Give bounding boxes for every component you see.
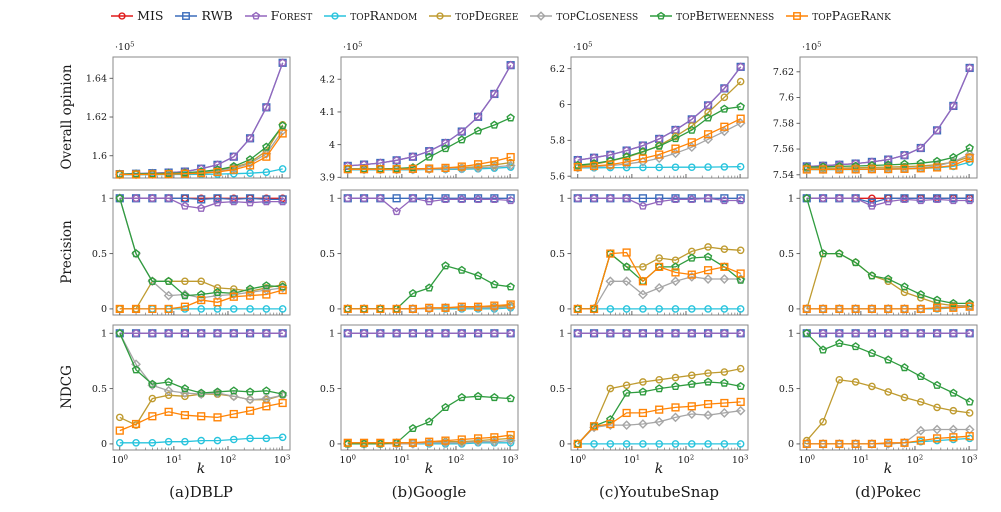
legend-label: MIS — [137, 8, 164, 23]
legend-item-rwb: RWB — [174, 8, 233, 23]
svg-text:103: 103 — [274, 453, 290, 466]
svg-text:0: 0 — [101, 439, 107, 450]
x-axis-label: k — [883, 461, 893, 477]
legend-item-toppagerank: topPageRank — [785, 8, 891, 23]
svg-text:0: 0 — [559, 304, 565, 315]
svg-text:100: 100 — [799, 453, 815, 466]
svg-text:7.58: 7.58 — [773, 118, 794, 129]
svg-text:0: 0 — [329, 304, 335, 315]
svg-text:7.62: 7.62 — [773, 67, 794, 78]
legend-item-forest: Forest — [244, 8, 313, 23]
svg-text:4.1: 4.1 — [320, 107, 335, 118]
svg-text:1.6: 1.6 — [92, 151, 107, 162]
legend-label: RWB — [201, 8, 233, 23]
svg-text:0.5: 0.5 — [550, 384, 565, 395]
square-marker-icon — [786, 11, 809, 20]
x-axis-label: k — [196, 461, 206, 477]
svg-text:100: 100 — [570, 453, 586, 466]
circle-marker-icon — [429, 11, 452, 20]
svg-text:103: 103 — [502, 453, 518, 466]
caption-pokec: (d)Pokec — [854, 483, 922, 501]
svg-text:3.9: 3.9 — [320, 173, 335, 184]
svg-text:5.6: 5.6 — [550, 171, 565, 182]
legend-label: topCloseness — [556, 8, 639, 23]
svg-text:0: 0 — [788, 304, 794, 315]
legend-item-topbetweenness: topBetweenness — [649, 8, 774, 23]
x-axis-label: k — [654, 461, 664, 477]
svg-text:6.2: 6.2 — [550, 64, 565, 75]
circle-marker-icon — [324, 11, 347, 20]
legend-item-topcloseness: topCloseness — [529, 8, 638, 23]
svg-text:1: 1 — [101, 193, 107, 204]
svg-text:7.54: 7.54 — [773, 170, 794, 181]
legend-label: Forest — [270, 8, 313, 23]
subplot-precision-pokec: 00.51 — [779, 189, 978, 316]
diamond-marker-icon — [530, 10, 553, 21]
svg-text:0: 0 — [101, 304, 107, 315]
svg-text:100: 100 — [340, 453, 356, 466]
svg-text:1: 1 — [788, 328, 794, 339]
subplot-overall-google: 3.9 4 4.1 4.2 ·105 — [320, 40, 519, 184]
svg-text:100: 100 — [112, 453, 128, 466]
caption-google: (b)Google — [391, 483, 467, 501]
svg-text:4.2: 4.2 — [320, 74, 335, 85]
subplot-overall-youtubesnap: 5.6 5.8 6 6.2 ·105 — [550, 40, 749, 182]
circle-marker-icon — [111, 11, 134, 20]
legend: MIS RWB Forest topRandom topDegree topClosene… — [0, 8, 1001, 23]
legend-item-toprandom: topRandom — [323, 8, 417, 23]
subplot-overall-dblp: 1.6 1.62 1.64 ·105 — [86, 40, 291, 180]
svg-text:1: 1 — [559, 328, 565, 339]
legend-label: topBetweenness — [676, 8, 775, 23]
svg-text:·105: ·105 — [343, 40, 362, 53]
x-axis-label: k — [424, 461, 434, 477]
svg-text:0.5: 0.5 — [320, 384, 335, 395]
caption-youtubesnap: (c)YoutubeSnap — [598, 483, 720, 501]
svg-text:·105: ·105 — [573, 40, 592, 53]
legend-label: topDegree — [455, 8, 519, 23]
svg-text:6: 6 — [559, 100, 565, 111]
svg-text:1: 1 — [788, 193, 794, 204]
svg-text:1.62: 1.62 — [86, 112, 107, 123]
legend-label: topPageRank — [812, 8, 891, 23]
svg-text:0.5: 0.5 — [779, 249, 794, 260]
pentagon-marker-icon — [650, 11, 673, 19]
subplot-precision-youtubesnap: 00.51 — [550, 189, 749, 316]
svg-text:7.56: 7.56 — [773, 144, 794, 155]
caption-dblp: (a)DBLP — [169, 483, 233, 501]
svg-text:0.5: 0.5 — [550, 249, 565, 260]
svg-text:·105: ·105 — [802, 40, 821, 53]
svg-text:1: 1 — [329, 328, 335, 339]
svg-text:1.64: 1.64 — [86, 73, 107, 84]
legend-item-topdegree: topDegree — [428, 8, 518, 23]
svg-text:1: 1 — [329, 193, 335, 204]
svg-text:0: 0 — [559, 439, 565, 450]
subplot-precision-google: 00.51 — [320, 189, 519, 316]
square-marker-icon — [175, 11, 198, 20]
svg-text:0: 0 — [788, 439, 794, 450]
svg-text:7.6: 7.6 — [779, 93, 794, 104]
svg-text:103: 103 — [732, 453, 748, 466]
subplot-overall-pokec: 7.54 7.56 7.58 7.6 7.62 ·105 — [773, 40, 978, 181]
legend-label: topRandom — [350, 8, 418, 23]
svg-text:5.8: 5.8 — [550, 136, 565, 147]
svg-text:·105: ·105 — [115, 40, 134, 53]
svg-text:0.5: 0.5 — [320, 249, 335, 260]
svg-text:103: 103 — [961, 453, 977, 466]
legend-item-mis: MIS — [110, 8, 163, 23]
svg-text:0.5: 0.5 — [92, 384, 107, 395]
svg-text:1: 1 — [101, 328, 107, 339]
subplot-precision-dblp: 00.51 — [92, 189, 291, 316]
svg-text:4: 4 — [329, 140, 335, 151]
svg-text:1: 1 — [559, 193, 565, 204]
svg-text:0: 0 — [329, 439, 335, 450]
pentagon-marker-icon — [244, 11, 267, 19]
svg-text:0.5: 0.5 — [779, 384, 794, 395]
svg-text:0.5: 0.5 — [92, 249, 107, 260]
